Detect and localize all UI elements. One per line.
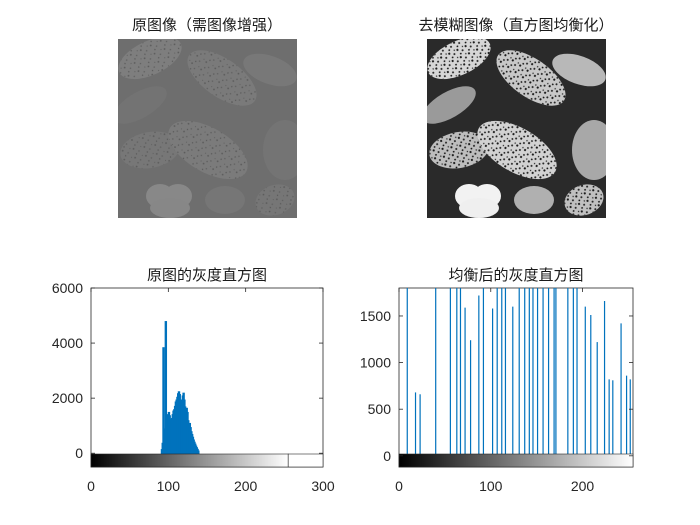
histogram-bar xyxy=(197,450,200,454)
gray-colorbar xyxy=(90,453,289,468)
gray-colorbar xyxy=(398,453,634,468)
y-tick-label: 1500 xyxy=(360,308,391,324)
histogram-bar xyxy=(162,347,165,454)
x-tick-label: 300 xyxy=(311,478,335,494)
y-tick-label: 1000 xyxy=(360,355,391,371)
colorbar-blank xyxy=(287,453,324,468)
histogram-equalized: 0 500 1000 1500 0 100 200 xyxy=(360,287,634,494)
y-tick-label: 6000 xyxy=(52,280,83,296)
y-tick-label: 0 xyxy=(383,448,391,464)
y-tick-label: 4000 xyxy=(52,335,83,351)
x-tick-label: 0 xyxy=(395,478,403,494)
enhanced-image xyxy=(427,39,606,218)
y-tick-label: 500 xyxy=(368,401,392,417)
x-tick-label: 0 xyxy=(87,478,95,494)
title-hist-original: 原图的灰度直方图 xyxy=(147,266,267,284)
y-tick-label: 2000 xyxy=(52,390,83,406)
original-image xyxy=(118,39,297,218)
histogram-original: 0 2000 4000 6000 0 100 200 300 xyxy=(52,280,335,494)
x-tick-label: 100 xyxy=(157,478,181,494)
title-enhanced-image: 去模糊图像（直方图均衡化） xyxy=(418,16,613,34)
y-tick-label: 0 xyxy=(75,445,83,461)
histogram-bar xyxy=(164,321,168,454)
title-hist-equalized: 均衡后的灰度直方图 xyxy=(448,266,583,284)
plot-area xyxy=(90,287,324,468)
x-tick-label: 200 xyxy=(571,478,595,494)
x-tick-label: 200 xyxy=(234,478,258,494)
title-original-image: 原图像（需图像增强） xyxy=(132,16,282,34)
x-tick-label: 100 xyxy=(479,478,503,494)
plot-area xyxy=(398,287,634,468)
